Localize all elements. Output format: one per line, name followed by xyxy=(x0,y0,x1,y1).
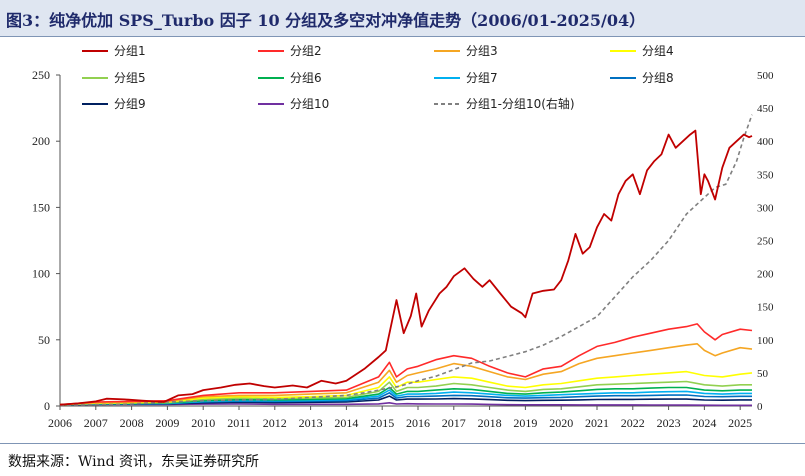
source-note: 数据来源：Wind 资讯，东吴证券研究所 xyxy=(8,454,260,470)
y-left-tick-label: 250 xyxy=(32,68,50,82)
legend-label: 分组2 xyxy=(290,44,322,58)
legend-item: 分组2 xyxy=(258,44,322,58)
legend-item: 分组1 xyxy=(82,44,146,58)
legend-item: 分组5 xyxy=(82,71,146,85)
x-tick-label: 2006 xyxy=(48,416,72,430)
y-left-tick-label: 200 xyxy=(32,134,50,148)
legend-item: 分组10 xyxy=(258,97,329,111)
chart: 0 50 100 150 200 250 0 50 100 150 200 250 300 350 400 4… xyxy=(32,44,774,430)
legend-item: 分组4 xyxy=(610,44,674,58)
y-left-tick-label: 100 xyxy=(32,267,50,281)
legend-item: 分组9 xyxy=(82,97,146,111)
legend-label: 分组9 xyxy=(114,97,146,111)
series-line xyxy=(59,370,753,406)
series-line xyxy=(59,401,752,407)
legend-label: 分组3 xyxy=(466,44,498,58)
x-tick-label: 2010 xyxy=(191,416,215,430)
x-tick-label: 2015 xyxy=(370,416,394,430)
legend-label: 分组6 xyxy=(290,71,322,85)
legend-label: 分组8 xyxy=(642,71,674,85)
plot-area xyxy=(59,114,753,407)
y-right-tick-label: 100 xyxy=(757,335,774,347)
title-bar: 图3：纯净优加 SPS_Turbo 因子 10 分组及多空对冲净值走势（2006… xyxy=(0,0,805,37)
x-tick-label: 2022 xyxy=(621,416,645,430)
legend-item: 分组8 xyxy=(610,71,674,85)
legend-label: 分组1-分组10(右轴) xyxy=(466,96,575,111)
x-tick-label: 2018 xyxy=(478,416,502,430)
legend-label: 分组5 xyxy=(114,71,146,85)
legend-item: 分组1-分组10(右轴) xyxy=(434,96,575,111)
x-tick-label: 2009 xyxy=(155,416,179,430)
legend-label: 分组10 xyxy=(290,97,329,111)
x-tick-label: 2017 xyxy=(442,416,466,430)
y-left-tick-label: 150 xyxy=(32,200,50,214)
x-tick-label: 2021 xyxy=(585,416,609,430)
x-tick-label: 2023 xyxy=(657,416,681,430)
x-tick-label: 2016 xyxy=(406,416,430,430)
y-right-tick-label: 500 xyxy=(757,70,774,82)
x-tick-label: 2011 xyxy=(227,416,251,430)
x-tick-label: 2014 xyxy=(334,416,358,430)
series-line xyxy=(59,129,753,406)
series-line xyxy=(59,391,752,406)
series-line xyxy=(59,342,753,406)
legend-item: 分组3 xyxy=(434,44,498,58)
y-left-tick-label: 0 xyxy=(44,399,50,413)
legend-label: 分组7 xyxy=(466,71,498,85)
y-right-tick-label: 350 xyxy=(757,169,774,181)
source-divider xyxy=(0,443,805,444)
y-right-tick-label: 0 xyxy=(757,401,763,413)
y-right-tick-label: 400 xyxy=(757,136,774,148)
x-tick-label: 2007 xyxy=(84,416,108,430)
x-tick-label: 2008 xyxy=(120,416,144,430)
legend-item: 分组7 xyxy=(434,71,498,85)
y-right-tick-label: 150 xyxy=(757,302,774,314)
series-line xyxy=(59,380,752,406)
x-tick-label: 2013 xyxy=(299,416,323,430)
legend-label: 分组1 xyxy=(114,44,146,58)
axes: 0 50 100 150 200 250 0 50 100 150 200 250 300 350 400 4… xyxy=(32,68,774,430)
legend-item: 分组6 xyxy=(258,71,322,85)
x-tick-label: 2012 xyxy=(263,416,287,430)
page-title: 图3：纯净优加 SPS_Turbo 因子 10 分组及多空对冲净值走势（2006… xyxy=(6,11,646,30)
legend: 分组1 分组2 分组3 分组4 分组5 分组6 分组7 分组8 分组9 分组10 分组1-分组10(… xyxy=(82,44,674,111)
series-line xyxy=(59,323,753,406)
y-right-tick-label: 200 xyxy=(757,269,774,281)
y-left-tick-label: 50 xyxy=(38,333,50,347)
series-line xyxy=(59,395,752,406)
x-tick-label: 2024 xyxy=(692,416,716,430)
y-right-tick-label: 450 xyxy=(757,103,774,115)
x-tick-label: 2025 xyxy=(728,416,752,430)
legend-label: 分组4 xyxy=(642,44,674,58)
y-right-tick-label: 300 xyxy=(757,202,774,214)
x-tick-label: 2020 xyxy=(549,416,573,430)
y-right-tick-label: 50 xyxy=(757,368,769,380)
y-right-tick-label: 250 xyxy=(757,236,774,248)
series-line xyxy=(59,114,753,407)
x-tick-label: 2019 xyxy=(513,416,537,430)
